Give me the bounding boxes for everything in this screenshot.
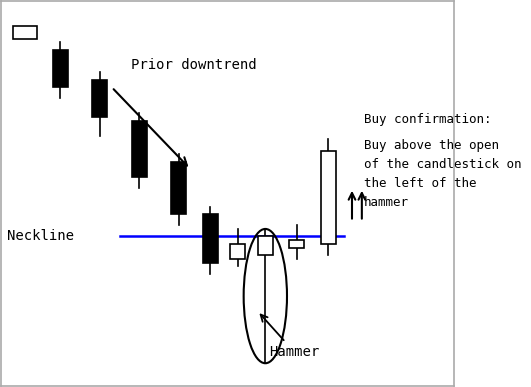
Text: Prior downtrend: Prior downtrend [131, 58, 257, 72]
Bar [203, 214, 218, 262]
Text: Buy above the open
of the candlestick on
the left of the
hammer: Buy above the open of the candlestick on… [364, 139, 521, 209]
Bar [258, 236, 273, 255]
Bar [53, 50, 68, 87]
Bar [289, 240, 304, 248]
Bar [171, 162, 186, 214]
Bar [132, 121, 147, 177]
Bar [92, 80, 107, 117]
Bar [230, 244, 245, 259]
Bar [13, 26, 37, 39]
Text: Hammer: Hammer [261, 315, 320, 359]
Text: Neckline: Neckline [7, 229, 74, 243]
Bar [321, 151, 336, 244]
Text: Buy confirmation:: Buy confirmation: [364, 113, 491, 126]
